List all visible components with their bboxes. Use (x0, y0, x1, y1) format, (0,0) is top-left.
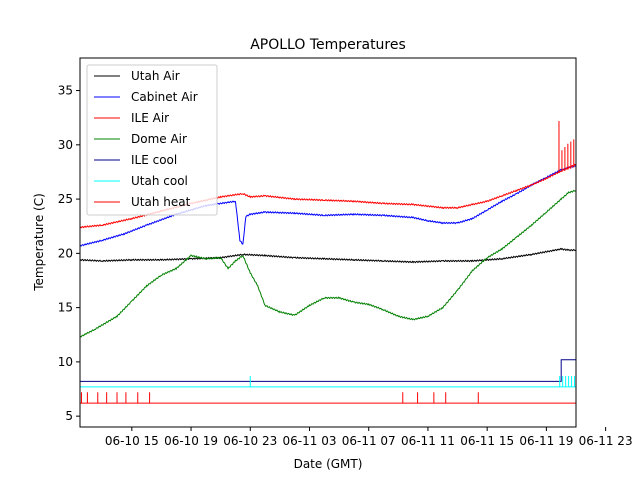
series-dome-air (79, 189, 577, 338)
x-tick-label: 06-10 19 (164, 434, 218, 448)
x-tick-label: 06-11 03 (283, 434, 337, 448)
legend-label-ile-air: ILE Air (131, 111, 169, 125)
y-tick-label: 15 (58, 301, 73, 315)
x-tick-label: 06-11 15 (460, 434, 514, 448)
legend-label-cabinet-air: Cabinet Air (131, 90, 198, 104)
x-tick-label: 06-11 19 (519, 434, 573, 448)
x-tick-label: 06-11 11 (401, 434, 455, 448)
series-utah-cool (80, 375, 576, 388)
legend-entries: Utah Air Cabinet Air ILE Air Dome Air ILE co… (94, 69, 198, 209)
legend-label-ile-cool: ILE cool (131, 153, 177, 167)
y-tick-label: 20 (58, 246, 73, 260)
legend-label-utah-heat: Utah heat (131, 195, 191, 209)
x-tick-label: 06-11 23 (579, 434, 633, 448)
y-tick-label: 25 (58, 192, 73, 206)
chart-title: APOLLO Temperatures (250, 37, 406, 53)
ile-air-spikes (558, 120, 575, 174)
y-axis: 5 10 15 20 25 30 35 (58, 84, 80, 423)
series-line-dome-air (79, 189, 577, 338)
series-ile-cool (80, 359, 576, 382)
plot-frame (79, 57, 577, 428)
series-line-cabinet-air (79, 164, 577, 247)
legend-label-dome-air: Dome Air (131, 132, 187, 146)
x-tick-label: 06-10 15 (105, 434, 159, 448)
y-axis-label: Temperature (C) (32, 193, 46, 292)
x-tick-label: 06-11 07 (342, 434, 396, 448)
y-tick-label: 5 (65, 409, 73, 423)
legend: Utah Air Cabinet Air ILE Air Dome Air ILE co… (86, 64, 218, 216)
legend-box (86, 64, 218, 216)
legend-label-utah-cool: Utah cool (131, 174, 188, 188)
y-tick-label: 10 (58, 355, 73, 369)
y-tick-label: 35 (58, 84, 73, 98)
series-utah-air (79, 247, 577, 264)
series-line-utah-air (79, 247, 577, 264)
series-cabinet-air (79, 164, 577, 247)
legend-label-utah-air: Utah Air (131, 69, 180, 83)
x-axis-label: Date (GMT) (294, 457, 363, 471)
x-axis: 06-10 15 06-10 19 06-10 23 06-11 03 06-11 07… (105, 427, 633, 448)
x-tick-label: 06-10 23 (223, 434, 277, 448)
series-utah-heat (80, 392, 576, 404)
y-tick-label: 30 (58, 138, 73, 152)
series-line-ile-cool (80, 359, 576, 382)
